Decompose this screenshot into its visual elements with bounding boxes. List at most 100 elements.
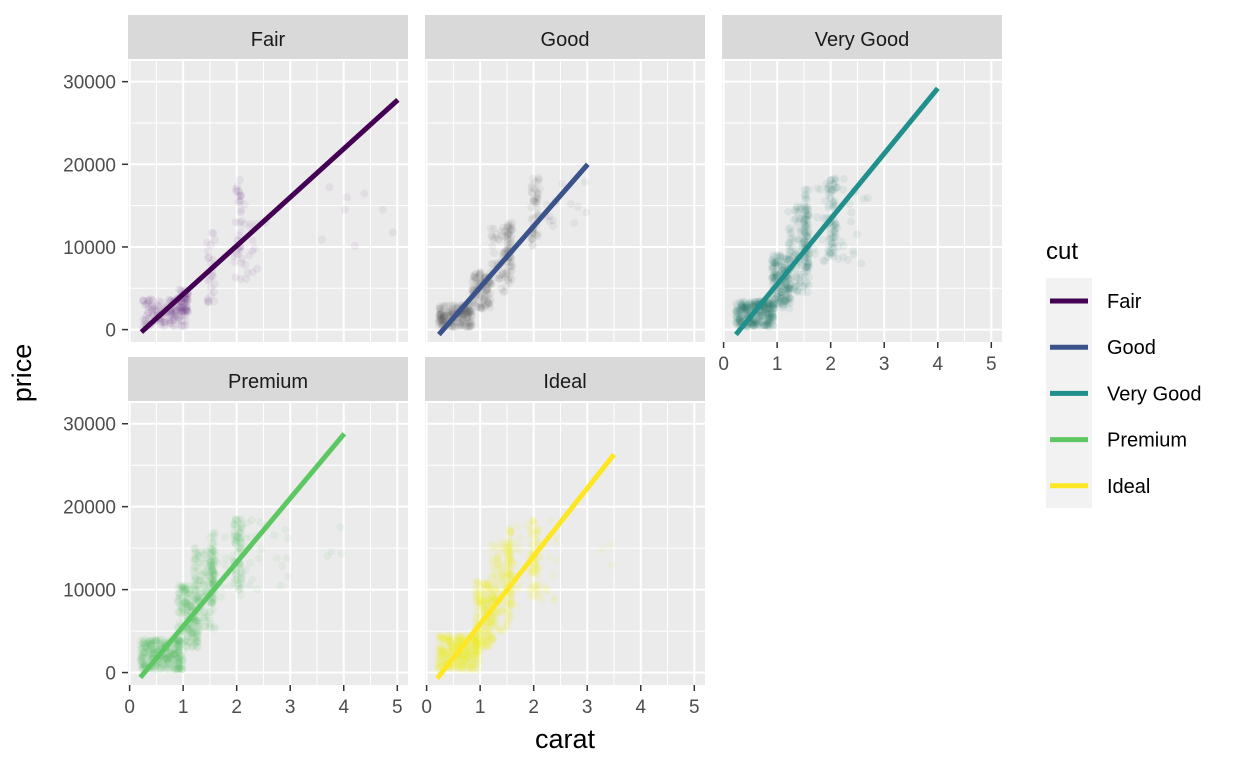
data-point	[460, 310, 469, 319]
data-point	[489, 235, 497, 244]
data-point	[488, 232, 497, 241]
data-point	[782, 256, 791, 265]
data-point	[773, 293, 781, 302]
data-point	[507, 220, 516, 229]
data-point	[747, 301, 756, 310]
data-point	[777, 298, 786, 307]
data-point	[467, 318, 476, 327]
x-tick-label: 4	[338, 697, 349, 718]
data-point	[469, 282, 478, 291]
data-point	[243, 268, 252, 277]
data-point	[736, 306, 745, 315]
data-point	[740, 299, 748, 308]
data-point	[497, 231, 506, 240]
data-point	[776, 296, 784, 305]
x-tick-label: 5	[689, 697, 700, 718]
data-point	[492, 559, 501, 568]
data-point	[740, 304, 749, 313]
data-point	[221, 561, 230, 569]
data-point	[181, 298, 190, 307]
data-point	[461, 307, 470, 316]
data-point	[750, 322, 759, 331]
data-point	[502, 282, 510, 291]
data-point	[503, 241, 512, 250]
data-point	[761, 305, 769, 314]
data-point	[435, 318, 444, 327]
data-point	[741, 304, 750, 313]
data-point	[735, 298, 744, 307]
x-tick-label: 5	[392, 697, 403, 718]
data-point	[570, 219, 579, 228]
data-point	[232, 187, 240, 196]
data-point	[463, 322, 472, 331]
data-point	[513, 522, 522, 531]
data-point	[772, 271, 781, 280]
data-point	[768, 265, 777, 274]
x-tick-label: 1	[178, 697, 189, 718]
data-point	[777, 291, 786, 300]
data-point	[533, 229, 542, 238]
data-point	[485, 299, 494, 307]
data-point	[554, 556, 562, 565]
data-point	[178, 304, 186, 313]
data-point	[206, 275, 215, 284]
data-point	[139, 296, 147, 305]
data-point	[435, 632, 444, 641]
data-point	[508, 225, 517, 234]
data-point	[598, 545, 607, 554]
data-point	[741, 308, 750, 317]
data-point	[170, 310, 179, 319]
data-point	[284, 534, 292, 543]
data-point	[494, 234, 503, 243]
data-point	[204, 296, 213, 305]
data-point	[749, 318, 758, 327]
data-point	[139, 315, 148, 324]
data-point	[799, 282, 808, 291]
data-point	[180, 303, 189, 312]
data-point	[462, 315, 471, 324]
data-point	[732, 318, 741, 327]
data-point	[755, 318, 763, 327]
data-point	[765, 315, 773, 324]
data-point	[473, 577, 482, 586]
legend: cut Fair Good Very Good Premium Ideal	[1046, 238, 1202, 508]
data-point	[178, 317, 187, 326]
data-point	[533, 192, 541, 201]
data-point	[441, 311, 450, 320]
data-point	[438, 317, 447, 326]
data-point	[242, 565, 251, 574]
data-point	[732, 307, 741, 316]
data-point	[487, 224, 495, 233]
data-point	[437, 313, 446, 322]
data-point	[480, 302, 489, 311]
data-point	[147, 295, 155, 304]
data-point	[231, 273, 240, 282]
data-point	[482, 301, 490, 310]
data-point	[457, 318, 466, 327]
data-point	[757, 322, 766, 331]
data-point	[236, 259, 245, 268]
data-point	[512, 561, 521, 569]
data-point	[437, 316, 446, 325]
data-point	[736, 299, 745, 308]
data-point	[465, 306, 474, 314]
data-point	[144, 296, 153, 305]
data-point	[139, 297, 148, 306]
data-point	[465, 322, 474, 331]
data-point	[766, 312, 775, 321]
data-point	[253, 264, 262, 273]
data-point	[435, 322, 444, 331]
data-point	[737, 303, 746, 312]
data-point	[774, 295, 783, 304]
data-point	[737, 306, 746, 315]
data-point	[738, 302, 747, 311]
data-point	[764, 309, 773, 318]
data-point	[776, 288, 785, 297]
data-point	[737, 300, 746, 308]
data-point	[769, 300, 778, 309]
data-point	[443, 309, 452, 318]
data-point	[488, 540, 497, 549]
data-point	[731, 307, 740, 316]
data-point	[766, 301, 775, 310]
data-point	[234, 186, 242, 195]
